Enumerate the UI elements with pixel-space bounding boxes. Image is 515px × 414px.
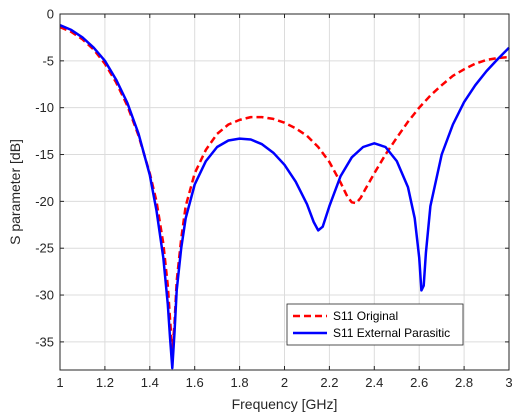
legend-label-s11-external-parasitic: S11 External Parasitic — [333, 326, 450, 340]
y-tick-label: 0 — [47, 7, 54, 22]
x-tick-label: 1.8 — [231, 375, 249, 390]
x-tick-label: 2.4 — [365, 375, 383, 390]
y-tick-label: -5 — [42, 53, 54, 68]
y-tick-labels: 0 -5 -10 -15 -20 -25 -30 -35 — [35, 7, 54, 350]
x-tick-label: 2 — [281, 375, 288, 390]
x-tick-label: 2.8 — [455, 375, 473, 390]
y-tick-label: -10 — [35, 100, 54, 115]
y-tick-label: -20 — [35, 194, 54, 209]
x-axis-label: Frequency [GHz] — [232, 396, 338, 412]
y-tick-label: -15 — [35, 147, 54, 162]
tick-marks — [59, 13, 510, 370]
legend: S11 Original S11 External Parasitic — [286, 303, 464, 346]
y-axis-label: S parameter [dB] — [7, 139, 23, 245]
legend-box — [286, 303, 464, 346]
y-tick-label: -30 — [35, 288, 54, 303]
y-tick-label: -35 — [35, 334, 54, 349]
x-tick-label: 1 — [56, 375, 63, 390]
x-tick-label: 1.2 — [96, 375, 114, 390]
series-layer — [59, 24, 510, 370]
x-tick-label: 3 — [505, 375, 512, 390]
x-tick-label: 1.6 — [186, 375, 204, 390]
series-line-s11-external-parasitic — [59, 24, 510, 370]
y-tick-label: -25 — [35, 241, 54, 256]
x-tick-labels: 1 1.2 1.4 1.6 1.8 2 2.2 2.4 2.6 2.8 3 — [56, 375, 512, 390]
x-tick-label: 2.6 — [410, 375, 428, 390]
legend-label-s11-original: S11 Original — [333, 309, 398, 323]
x-tick-label: 1.4 — [141, 375, 159, 390]
x-tick-label: 2.2 — [320, 375, 338, 390]
